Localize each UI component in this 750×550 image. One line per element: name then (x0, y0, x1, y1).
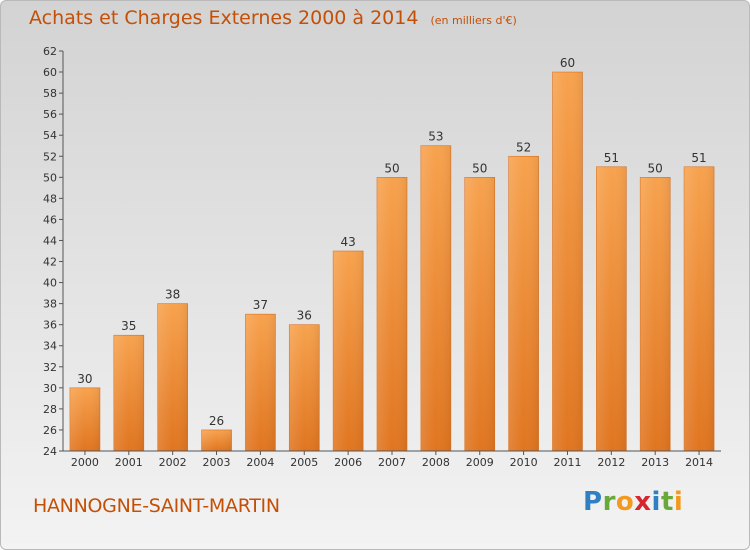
bar-value-label: 30 (77, 372, 92, 386)
bar-value-label: 53 (428, 130, 443, 144)
x-tick-label: 2012 (597, 456, 625, 469)
y-tick-label: 60 (43, 66, 57, 79)
x-tick-label: 2004 (246, 456, 274, 469)
x-tick-label: 2007 (378, 456, 406, 469)
bar-value-label: 38 (165, 288, 180, 302)
bar-value-label: 37 (253, 298, 268, 312)
y-tick-label: 30 (43, 382, 57, 395)
y-tick-label: 28 (43, 403, 57, 416)
y-tick-label: 26 (43, 424, 57, 437)
x-tick-label: 2000 (71, 456, 99, 469)
bar-shine (464, 177, 495, 451)
y-tick-label: 46 (43, 213, 57, 226)
x-tick-label: 2001 (115, 456, 143, 469)
place-name: HANNOGNE-SAINT-MARTIN (33, 495, 280, 517)
x-tick-label: 2010 (510, 456, 538, 469)
bar-value-label: 50 (384, 161, 399, 175)
x-tick-label: 2002 (159, 456, 187, 469)
bar-value-label: 51 (691, 151, 706, 165)
y-tick-label: 42 (43, 256, 57, 269)
bar-shine (157, 303, 188, 451)
bar-value-label: 35 (121, 319, 136, 333)
bars-group: 30 35 38 26 37 36 43 50 53 50 52 60 51 50 51 (69, 56, 715, 452)
y-tick-label: 40 (43, 277, 57, 290)
bar-shine (596, 166, 627, 451)
bar-shine (69, 387, 100, 451)
bar-value-label: 36 (297, 309, 312, 323)
y-tick-label: 34 (43, 340, 57, 353)
y-tick-label: 50 (43, 171, 57, 184)
bar-shine (377, 177, 407, 451)
y-tick-label: 44 (43, 234, 57, 247)
bar-shine (420, 145, 451, 451)
y-tick-label: 58 (43, 87, 57, 100)
bar-shine (684, 166, 715, 451)
bar-shine (201, 429, 232, 451)
y-tick-label: 52 (43, 150, 57, 163)
bar-value-label: 52 (516, 140, 531, 154)
bar-shine (508, 156, 539, 451)
bar-value-label: 50 (472, 161, 487, 175)
proxiti-logo: Proxiti (583, 487, 684, 517)
bar-shine (289, 324, 320, 451)
bar-value-label: 60 (560, 56, 575, 70)
y-axis: 24 26 28 30 32 34 36 38 40 42 44 46 48 50 52 54 56 58 60 62 (43, 45, 64, 458)
y-tick-label: 62 (43, 45, 57, 58)
unit-subtitle: (en milliers d'€) (430, 14, 517, 27)
x-axis: 2000 2001 2002 2003 2004 2005 2006 2007 2008 2009… (63, 450, 721, 469)
bar-value-label: 51 (604, 151, 619, 165)
x-tick-label: 2006 (334, 456, 362, 469)
y-tick-label: 32 (43, 361, 57, 374)
x-tick-label: 2009 (466, 456, 494, 469)
y-tick-label: 36 (43, 319, 57, 332)
title-text: Achats et Charges Externes 2000 à 2014 (29, 7, 419, 29)
x-tick-label: 2011 (553, 456, 581, 469)
bar-shine (113, 335, 144, 451)
y-tick-label: 54 (43, 129, 57, 142)
bar-value-label: 26 (209, 414, 224, 428)
bar-shine (640, 177, 671, 451)
y-tick-label: 48 (43, 192, 57, 205)
x-tick-label: 2003 (203, 456, 231, 469)
y-tick-label: 38 (43, 298, 57, 311)
bar-value-label: 43 (340, 235, 355, 249)
chart-title: Achats et Charges Externes 2000 à 2014 (… (29, 7, 517, 29)
bar-shine (245, 314, 276, 451)
x-tick-label: 2014 (685, 456, 713, 469)
bar-shine (552, 72, 583, 451)
x-tick-label: 2013 (641, 456, 669, 469)
y-tick-label: 24 (43, 445, 57, 458)
bar-shine (333, 251, 364, 451)
x-tick-label: 2005 (290, 456, 318, 469)
bar-value-label: 50 (648, 161, 663, 175)
x-tick-label: 2008 (422, 456, 450, 469)
y-tick-label: 56 (43, 108, 57, 121)
